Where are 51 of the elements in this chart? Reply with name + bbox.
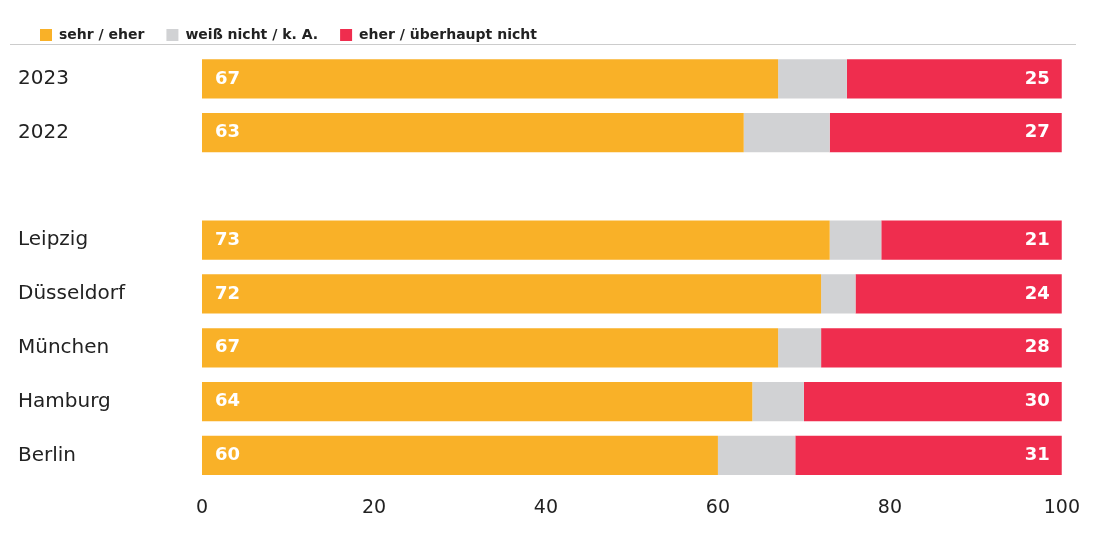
bar: [202, 274, 822, 314]
bar: [202, 113, 744, 153]
legend-label: sehr / eher: [59, 25, 145, 42]
x-tick-label: 100: [1043, 494, 1080, 517]
y-tick-label: Düsseldorf: [18, 280, 126, 305]
data-label: 25: [1024, 66, 1050, 88]
data-label: 30: [1024, 389, 1050, 411]
legend-label: eher / überhaupt nicht: [359, 25, 538, 42]
bar: [202, 381, 753, 422]
bar: [202, 435, 718, 475]
legend-label: weiß nicht / k. A.: [185, 25, 319, 42]
y-tick-label: Leipzig: [18, 226, 89, 251]
data-label: 28: [1024, 335, 1050, 357]
data-label: 27: [1024, 120, 1050, 142]
bar: [829, 220, 882, 260]
bar: [743, 113, 830, 153]
bar: [795, 435, 1062, 475]
data-label: 73: [215, 227, 241, 249]
bar: [855, 274, 1062, 314]
bar: [821, 328, 1062, 368]
bar: [821, 274, 856, 314]
data-label: 72: [215, 281, 241, 303]
data-label: 31: [1024, 442, 1050, 464]
bar: [717, 435, 796, 475]
y-tick-label: 2023: [18, 65, 69, 90]
y-tick-label: München: [18, 333, 110, 358]
x-tick-label: 40: [533, 494, 559, 517]
data-label: 67: [215, 335, 241, 357]
data-label: 60: [215, 442, 241, 464]
bar: [778, 328, 822, 368]
data-label: 64: [215, 389, 241, 411]
x-tick-label: 80: [877, 494, 902, 517]
data-label: 24: [1024, 281, 1050, 303]
bar: [202, 328, 779, 368]
bar: [803, 381, 1062, 422]
y-tick-label: Berlin: [18, 441, 77, 466]
x-tick-label: 60: [705, 494, 731, 517]
y-tick-label: Hamburg: [18, 387, 111, 412]
bar: [202, 59, 779, 99]
bar: [829, 113, 1062, 153]
data-label: 63: [215, 120, 241, 142]
x-tick-label: 20: [361, 494, 387, 517]
bar: [778, 59, 847, 99]
data-label: 67: [215, 66, 241, 88]
bar: [752, 381, 804, 422]
x-tick-label: 0: [195, 494, 209, 517]
bar: [881, 220, 1062, 260]
bar: [846, 59, 1062, 99]
y-tick-label: 2022: [18, 118, 69, 143]
bar: [202, 220, 830, 260]
data-label: 21: [1024, 227, 1050, 249]
